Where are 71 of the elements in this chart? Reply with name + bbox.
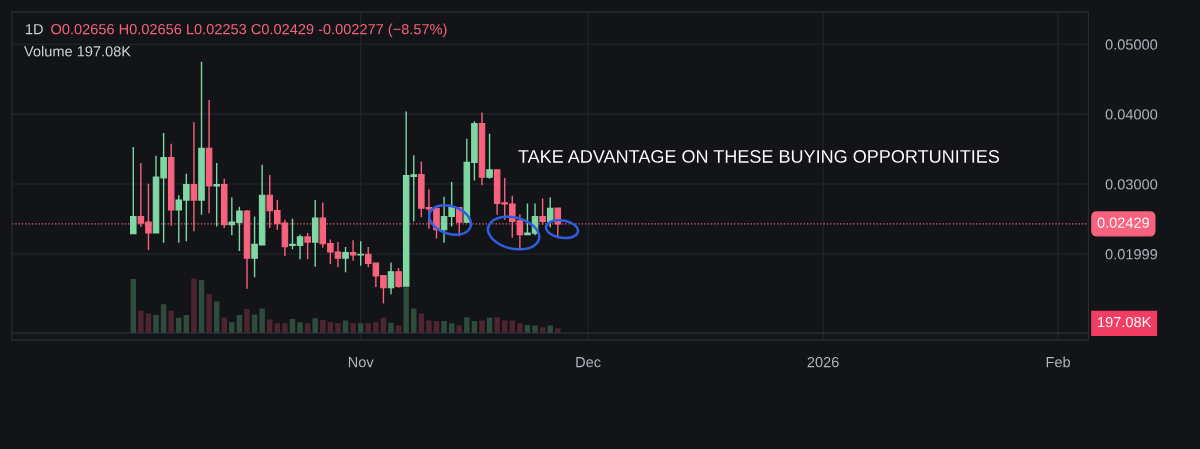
bar [206,294,212,334]
bar [198,280,205,334]
candlestick [387,261,395,295]
bar [539,327,546,334]
x-tick-label: Nov [348,357,374,368]
bar [448,323,455,334]
bar [236,315,243,334]
bar [335,323,341,334]
candlestick [342,246,349,274]
bar [259,308,265,334]
candlestick [546,196,554,229]
bar [464,317,470,334]
x-tick-label: Feb [1046,356,1071,368]
bar [433,321,440,334]
bar [153,315,159,334]
bar [418,313,425,334]
candlestick [130,146,137,235]
bar [350,323,356,334]
bar [517,323,523,334]
bar [426,320,432,334]
bar [297,322,303,334]
bar [183,315,190,334]
bar [327,322,334,334]
bar [168,310,174,334]
bar [304,323,311,334]
annotation: Volume 197.08K [24,45,131,57]
annotation: O0.02656 H0.02656 L0.02253 C0.02429 -0.002277 (−8.57%) [51,23,447,38]
bar [494,317,500,334]
bar [244,309,250,334]
bar [471,321,478,334]
bar [479,320,485,334]
bar [441,321,447,334]
bar [312,318,318,334]
bar [138,310,144,334]
text: 1D [26,24,43,35]
y-tick-label: 0.01999 [1105,249,1158,260]
bar [267,319,273,334]
bar [289,318,296,334]
bar [532,325,538,334]
bar [229,322,235,334]
y-tick-label: 0.05000 [1105,39,1158,50]
bar [160,304,167,334]
candlestick [357,240,364,267]
bar [191,278,197,334]
bar [213,301,220,334]
bar [130,278,137,334]
y-tick-label: 0.03000 [1105,179,1158,190]
bar [456,325,462,334]
bar [365,323,371,334]
bar [373,322,379,334]
candlestick [213,162,220,228]
x-tick-label: 2026 [807,356,839,368]
ref-line-label: 0.02429 [1097,217,1150,228]
bar [145,313,152,334]
annotation: TAKE ADVANTAGE ON THESE BUYING OPPORTUNITIES [518,150,1000,163]
bar [320,320,326,334]
bar [282,323,288,334]
bar [547,325,553,334]
candlestick [349,239,357,262]
candlestick [395,267,402,289]
x-tick-label: Dec [576,357,601,368]
y-tick-label: 0.04000 [1105,109,1158,120]
candlestick [304,232,311,260]
bar [555,328,561,334]
bar [274,323,281,334]
candlestick [311,199,319,268]
bar [395,325,402,334]
text: 197.08K [1098,316,1152,328]
bar [357,323,364,334]
bar [388,322,394,334]
candlestick [486,133,493,180]
